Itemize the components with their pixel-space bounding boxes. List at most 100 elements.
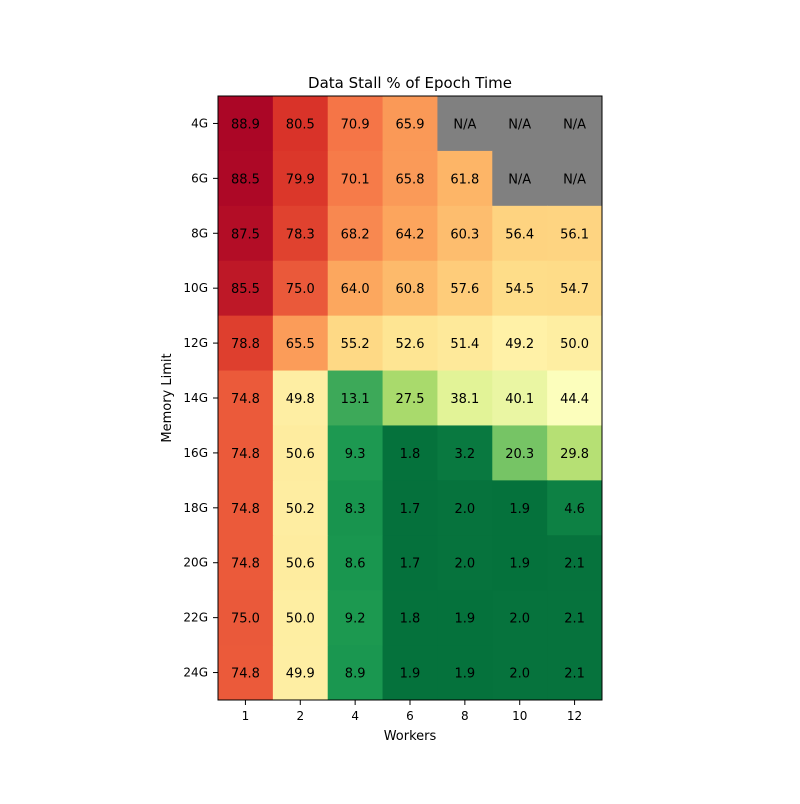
- heatmap-cell: [547, 205, 603, 262]
- heatmap-cell: [382, 425, 438, 481]
- cell-value-label: 1.9: [400, 667, 421, 682]
- cell-value-label: 50.6: [286, 557, 315, 572]
- heatmap-cell: [437, 535, 493, 591]
- cell-value-label: 9.3: [345, 447, 366, 462]
- heatmap-cell: [492, 205, 548, 262]
- cell-value-label: 64.2: [396, 227, 425, 242]
- heatmap-cell: [437, 425, 493, 481]
- cell-value-label: 8.6: [345, 557, 366, 572]
- heatmap-cell: [327, 480, 384, 536]
- heatmap-cell: [218, 590, 274, 646]
- heatmap-cell: [272, 205, 329, 262]
- cell-value-label: 38.1: [450, 392, 479, 407]
- x-tick-label: 4: [351, 709, 359, 723]
- cell-value-label: 50.2: [286, 502, 315, 517]
- cell-value-label: 9.2: [345, 612, 366, 627]
- cell-value-label: 2.0: [455, 502, 476, 517]
- cell-value-label: N/A: [508, 172, 531, 187]
- heatmap-cell: [492, 645, 548, 701]
- heatmap-cell: [327, 150, 384, 207]
- y-axis-ticks: 4G 6G 8G 10G 12G 14G 16G 18G 20G 22G 24G: [183, 116, 218, 680]
- heatmap-cell: [218, 370, 274, 426]
- cell-value-label: 70.9: [341, 117, 370, 132]
- x-tick-label: 8: [461, 709, 469, 723]
- heatmap-cell: [547, 425, 603, 481]
- cell-value-label: N/A: [453, 117, 476, 132]
- cell-value-label: 49.9: [286, 667, 315, 682]
- heatmap-cell: [218, 425, 274, 481]
- heatmap-cell: [437, 260, 493, 317]
- cell-value-label: 78.8: [231, 337, 260, 352]
- cell-value-label: 74.8: [231, 667, 260, 682]
- heatmap-cell: [492, 150, 548, 207]
- cell-value-label: 50.6: [286, 447, 315, 462]
- heatmap-cell: [327, 315, 384, 372]
- cell-value-label: 57.6: [450, 282, 479, 297]
- heatmap-cell: [547, 370, 603, 426]
- cell-value-label: 8.9: [345, 667, 366, 682]
- cell-value-label: 49.8: [286, 392, 315, 407]
- cell-value-label: 20.3: [505, 447, 534, 462]
- x-tick-label: 6: [406, 709, 414, 723]
- cell-value-label: 49.2: [505, 337, 534, 352]
- heatmap-cell: [272, 370, 329, 426]
- heatmap-cell: [382, 535, 438, 591]
- heatmap-cell: [382, 315, 438, 372]
- cell-value-label: 54.7: [560, 282, 589, 297]
- cell-value-label: 52.6: [396, 337, 425, 352]
- heatmap-cell: [382, 205, 438, 262]
- heatmap-cell: [547, 315, 603, 372]
- heatmap-cell: [327, 425, 384, 481]
- cell-value-label: 74.8: [231, 447, 260, 462]
- heatmap-cell: [327, 535, 384, 591]
- cell-value-labels: 88.9 80.5 70.9 65.9 N/A N/A N/A 88.5 79.9 70.1 65.…: [231, 117, 589, 681]
- cell-value-label: 61.8: [450, 172, 479, 187]
- heatmap-cell: [272, 150, 329, 207]
- cell-value-label: 79.9: [286, 172, 315, 187]
- heatmap-cell: [437, 370, 493, 426]
- cell-value-label: 64.0: [341, 282, 370, 297]
- y-tick-label: 12G: [183, 336, 208, 350]
- heatmap-cell: [272, 315, 329, 372]
- heatmap-cell: [327, 96, 384, 152]
- cell-value-label: 70.1: [341, 172, 370, 187]
- cell-value-label: 78.3: [286, 227, 315, 242]
- heatmap-cell: [218, 645, 274, 701]
- cell-value-label: 65.5: [286, 337, 315, 352]
- y-tick-label: 4G: [191, 116, 208, 130]
- cell-value-label: 1.7: [400, 502, 421, 517]
- heatmap-cell: [437, 480, 493, 536]
- cell-value-label: 27.5: [396, 392, 425, 407]
- heatmap-cell: [218, 205, 274, 262]
- cell-value-label: 56.1: [560, 227, 589, 242]
- cell-value-label: 74.8: [231, 502, 260, 517]
- x-tick-label: 1: [242, 709, 250, 723]
- y-tick-label: 14G: [183, 391, 208, 405]
- heatmap-cell: [547, 480, 603, 536]
- x-tick-label: 10: [512, 709, 527, 723]
- cell-value-label: N/A: [508, 117, 531, 132]
- cell-value-label: 44.4: [560, 392, 589, 407]
- cell-value-label: 1.8: [400, 447, 421, 462]
- cell-value-label: 88.5: [231, 172, 260, 187]
- cell-value-label: 88.9: [231, 117, 260, 132]
- y-tick-label: 20G: [183, 556, 208, 570]
- cell-value-label: 65.9: [396, 117, 425, 132]
- heatmap-cell: [382, 150, 438, 207]
- cell-value-label: 74.8: [231, 392, 260, 407]
- heatmap-cell: [218, 315, 274, 372]
- heatmap-cells: [218, 96, 603, 701]
- heatmap-cell: [327, 260, 384, 317]
- cell-value-label: 51.4: [450, 337, 479, 352]
- cell-value-label: 85.5: [231, 282, 260, 297]
- heatmap-cell: [272, 590, 329, 646]
- heatmap-cell: [492, 370, 548, 426]
- heatmap-cell: [547, 96, 603, 152]
- cell-value-label: 68.2: [341, 227, 370, 242]
- y-tick-label: 16G: [183, 446, 208, 460]
- heatmap-cell: [272, 425, 329, 481]
- cell-value-label: 2.0: [455, 557, 476, 572]
- heatmap-cell: [218, 480, 274, 536]
- cell-value-label: 54.5: [505, 282, 534, 297]
